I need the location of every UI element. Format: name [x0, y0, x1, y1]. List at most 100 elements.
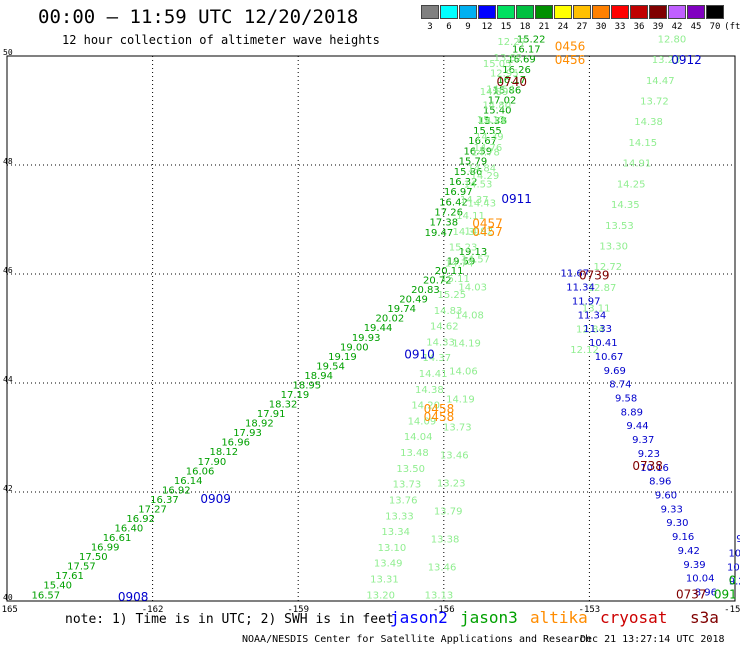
swh-value-label: 13.46: [428, 562, 457, 573]
swh-value-label: 16.69: [507, 55, 536, 66]
pass-time-label: 0909: [200, 492, 231, 506]
swh-value-label: 13.72: [640, 97, 669, 108]
swh-value-label: 13.13: [425, 590, 454, 601]
legend-label: 12: [481, 22, 493, 32]
swh-value-label: 10.18: [728, 548, 740, 559]
legend-swatch: [497, 5, 515, 19]
swh-value-label: 14.76: [474, 143, 503, 154]
swh-value-label: 13.53: [605, 221, 634, 232]
x-tick-label: -159: [287, 605, 309, 615]
swh-value-label: 20.11: [435, 266, 464, 277]
swh-value-label: 14.25: [617, 179, 646, 190]
legend-label: 27: [576, 22, 588, 32]
swh-value-label: 14.03: [458, 283, 487, 294]
legend-label: 45: [690, 22, 702, 32]
swh-value-label: 13.82: [494, 53, 523, 64]
satellite-name: s3a: [690, 608, 719, 627]
swh-value-label: 19.74: [387, 304, 416, 315]
swh-value-label: 19.19: [328, 352, 357, 363]
swh-value-label: 15.25: [438, 290, 467, 301]
x-tick-label: -153: [579, 605, 601, 615]
swh-value-label: 9.33: [661, 504, 683, 515]
swh-value-label: 19.93: [352, 333, 381, 344]
swh-value-label: 12.12: [570, 345, 599, 356]
legend-label: 24: [557, 22, 569, 32]
pass-time-label: 0737: [676, 587, 707, 601]
legend-swatch: [535, 5, 553, 19]
x-tick-label: -150: [724, 605, 740, 615]
swh-value-label: 13.38: [431, 534, 460, 545]
swh-value-label: 14.06: [449, 367, 478, 378]
swh-value-label: 13.79: [434, 506, 463, 517]
swh-value-label: 18.95: [293, 380, 322, 391]
legend-label: 3: [427, 22, 433, 32]
pass-time-label: 0910: [404, 347, 435, 361]
legend-swatch: [459, 5, 477, 19]
swh-value-label: 14.54: [486, 85, 515, 96]
page-subtitle: 12 hour collection of altimeter wave hei…: [62, 33, 380, 47]
satellite-name: cryosat: [600, 608, 668, 627]
swh-value-label: 17.38: [429, 218, 458, 229]
swh-value-label: 13.23: [437, 478, 466, 489]
pass-time-label: 0456: [555, 40, 586, 54]
swh-value-label: 9.23: [638, 449, 660, 460]
swh-value-label: 14.53: [464, 179, 493, 190]
swh-value-label: 16.92: [162, 485, 191, 496]
pass-time-label: 0458: [424, 402, 455, 416]
swh-value-label: 12.80: [658, 34, 687, 45]
swh-value-label: 12.84: [576, 324, 605, 335]
swh-value-label: 14.11: [456, 211, 485, 222]
swh-value-label: 15.13: [477, 115, 506, 126]
swh-value-label: 15.40: [483, 106, 512, 117]
legend-label: 70: [709, 22, 721, 32]
swh-value-label: 15.38: [478, 116, 507, 127]
swh-value-label: 17.61: [55, 571, 84, 582]
swh-value-label: 8.96: [695, 588, 717, 599]
legend-label: 39: [652, 22, 664, 32]
swh-value-label: 16.92: [126, 514, 155, 525]
swh-value-label: 13.34: [381, 527, 410, 538]
swh-value-label: 18.92: [245, 419, 274, 430]
legend-label: 33: [614, 22, 626, 32]
x-tick-label: -162: [142, 605, 164, 615]
swh-value-label: 17.90: [198, 457, 227, 468]
swh-value-label: 19.00: [340, 342, 369, 353]
swh-value-label: 17.50: [79, 552, 108, 563]
swh-value-label: 14.89: [480, 87, 509, 98]
swh-value-label: 14.08: [455, 311, 484, 322]
legend-label: 9: [465, 22, 471, 32]
legend-label: 21: [538, 22, 550, 32]
swh-value-label: 14.92: [464, 227, 493, 238]
pass-time-label: 0738: [632, 459, 663, 473]
y-tick-label: 42: [3, 484, 13, 493]
swh-value-label: 16.37: [150, 495, 179, 506]
timestamp-text: Dec 21 13:27:14 UTC 2018: [580, 634, 725, 645]
swh-value-label: 17.02: [488, 95, 517, 106]
swh-value-label: 13.33: [385, 511, 414, 522]
x-tick-label: -156: [433, 605, 455, 615]
satellite-name: jason3: [460, 608, 518, 627]
swh-value-label: 16.97: [444, 187, 473, 198]
swh-value-label: 14.29: [471, 171, 500, 182]
swh-value-label: 14.35: [611, 200, 640, 211]
swh-value-label: 14.38: [415, 385, 444, 396]
swh-value-label: 9.16: [672, 532, 694, 543]
swh-value-label: 14.76: [479, 116, 508, 127]
legend-swatch: [668, 5, 686, 19]
swh-value-label: 14.91: [623, 159, 652, 170]
y-tick-label: 50: [3, 48, 13, 57]
swh-value-label: 13.50: [396, 464, 425, 475]
legend-swatch: [421, 5, 439, 19]
swh-value-label: 14.84: [467, 164, 496, 175]
swh-value-label: 14.47: [646, 76, 675, 87]
legend-label: 30: [595, 22, 607, 32]
swh-value-label: 10.41: [727, 562, 740, 573]
swh-value-label: 13.10: [378, 543, 407, 554]
swh-value-label: 18.12: [209, 447, 238, 458]
swh-value-label: 18.32: [269, 400, 298, 411]
swh-value-label: 19.13: [459, 247, 488, 258]
pass-time-label: 0908: [118, 590, 149, 604]
swh-value-label: 15.40: [43, 581, 72, 592]
y-tick-label: 44: [3, 375, 13, 384]
legend-label: 15: [500, 22, 512, 32]
